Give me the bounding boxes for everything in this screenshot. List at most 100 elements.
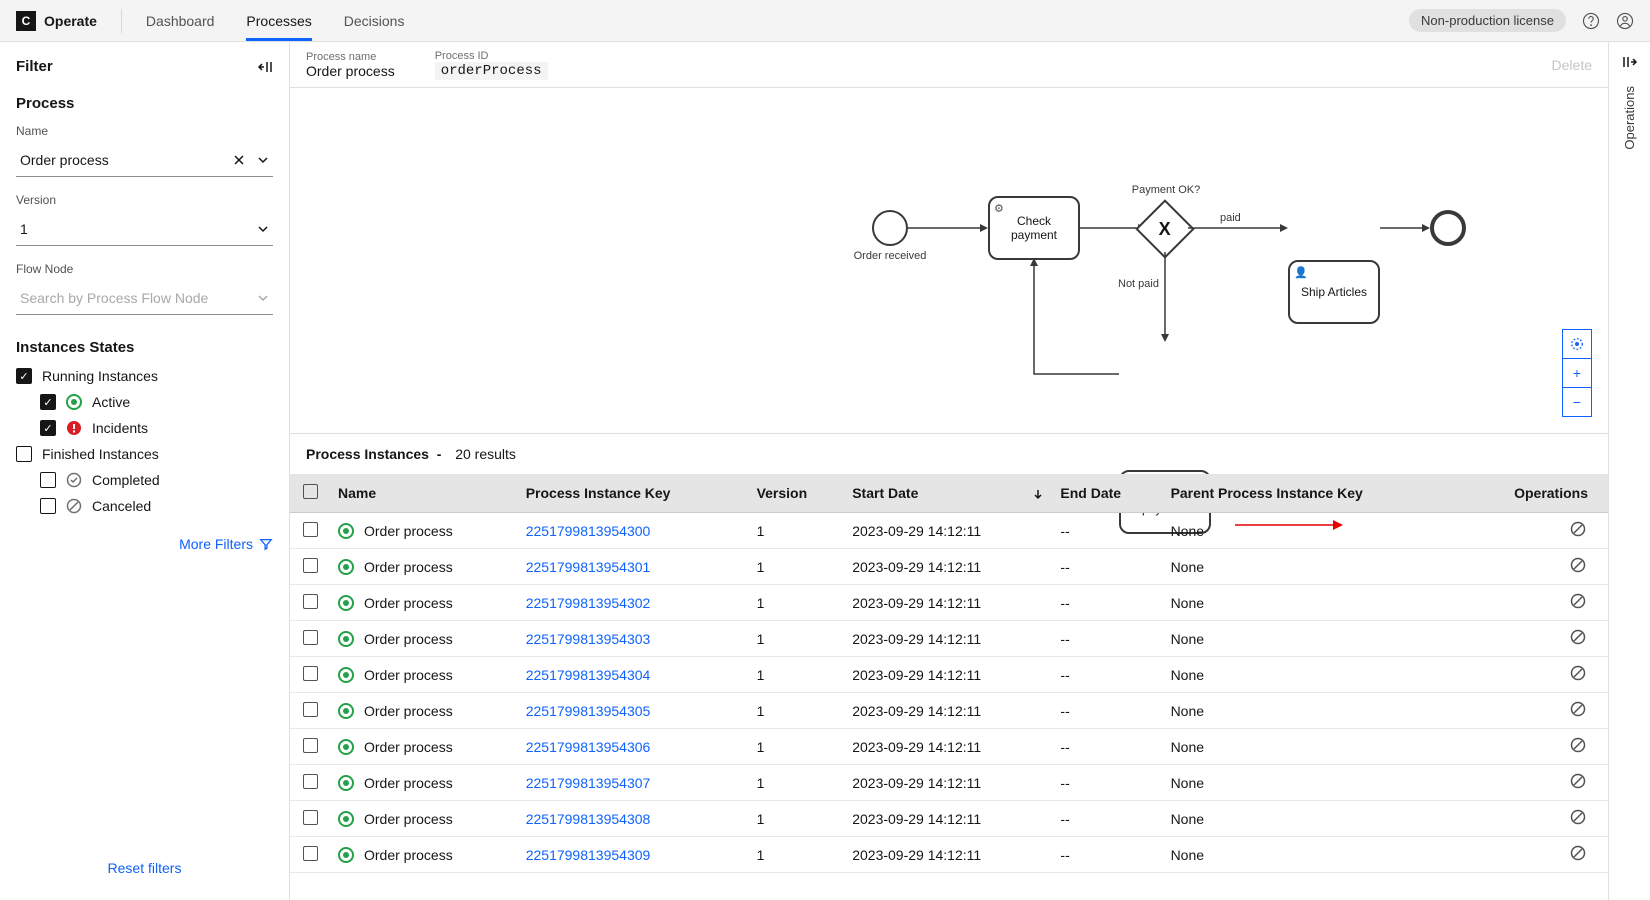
clear-icon[interactable] — [233, 154, 245, 166]
row-checkbox[interactable] — [290, 513, 330, 549]
canceled-checkbox[interactable]: Canceled — [40, 498, 273, 514]
nav-decisions[interactable]: Decisions — [344, 1, 405, 41]
filter-title: Filter — [16, 58, 53, 75]
row-checkbox[interactable] — [290, 837, 330, 873]
cancel-instance-icon[interactable] — [1570, 737, 1586, 753]
row-key[interactable]: 2251799813954301 — [518, 549, 749, 585]
table-row[interactable]: Order process225179981395430312023-09-29… — [290, 621, 1608, 657]
row-end: -- — [1052, 549, 1162, 585]
process-section-title: Process — [16, 95, 273, 112]
cancel-instance-icon[interactable] — [1570, 629, 1586, 645]
bpmn-gateway[interactable]: X — [1135, 199, 1194, 258]
zoom-out-button[interactable]: − — [1562, 387, 1592, 417]
row-start: 2023-09-29 14:12:11 — [844, 729, 1052, 765]
col-version[interactable]: Version — [749, 474, 845, 513]
finished-instances-checkbox[interactable]: Finished Instances — [16, 446, 273, 462]
nav-processes[interactable]: Processes — [246, 1, 311, 41]
col-parent[interactable]: Parent Process Instance Key — [1163, 474, 1462, 513]
col-select-all[interactable] — [290, 474, 330, 513]
cancel-instance-icon[interactable] — [1570, 845, 1586, 861]
row-ops — [1462, 765, 1608, 801]
row-checkbox[interactable] — [290, 765, 330, 801]
delete-button[interactable]: Delete — [1552, 57, 1592, 73]
cancel-instance-icon[interactable] — [1570, 593, 1586, 609]
completed-checkbox[interactable]: Completed — [40, 472, 273, 488]
row-parent: None — [1163, 657, 1462, 693]
cancel-instance-icon[interactable] — [1570, 701, 1586, 717]
table-row[interactable]: Order process225179981395430912023-09-29… — [290, 837, 1608, 873]
bpmn-end-event[interactable] — [1430, 210, 1466, 246]
incidents-checkbox[interactable]: Incidents — [40, 420, 273, 436]
active-state-icon — [338, 523, 354, 539]
table-row[interactable]: Order process225179981395430512023-09-29… — [290, 693, 1608, 729]
row-parent: None — [1163, 549, 1462, 585]
instances-table: Name Process Instance Key Version Start … — [290, 474, 1608, 873]
row-name: Order process — [330, 585, 518, 621]
table-row[interactable]: Order process225179981395430012023-09-29… — [290, 513, 1608, 549]
row-key[interactable]: 2251799813954308 — [518, 801, 749, 837]
col-start[interactable]: Start Date — [844, 474, 1052, 513]
row-checkbox[interactable] — [290, 657, 330, 693]
zoom-in-button[interactable]: + — [1562, 358, 1592, 388]
bpmn-diagram[interactable]: Order received ⚙ Check payment X Payment… — [290, 88, 1608, 434]
flownode-field-label: Flow Node — [16, 262, 273, 276]
bpmn-start-event[interactable] — [872, 210, 908, 246]
process-name-select[interactable]: Order process — [16, 144, 273, 177]
row-key[interactable]: 2251799813954306 — [518, 729, 749, 765]
table-row[interactable]: Order process225179981395430812023-09-29… — [290, 801, 1608, 837]
row-checkbox[interactable] — [290, 729, 330, 765]
nav-dashboard[interactable]: Dashboard — [146, 1, 215, 41]
instances-table-wrap: Name Process Instance Key Version Start … — [290, 474, 1608, 900]
user-task-icon: 👤 — [1294, 266, 1308, 279]
license-badge: Non-production license — [1409, 9, 1566, 32]
row-checkbox[interactable] — [290, 801, 330, 837]
running-instances-checkbox[interactable]: Running Instances — [16, 368, 273, 384]
row-checkbox[interactable] — [290, 585, 330, 621]
col-name[interactable]: Name — [330, 474, 518, 513]
expand-panel-icon[interactable] — [1622, 54, 1638, 70]
row-key[interactable]: 2251799813954300 — [518, 513, 749, 549]
active-checkbox[interactable]: Active — [40, 394, 273, 410]
cancel-instance-icon[interactable] — [1570, 809, 1586, 825]
table-row[interactable]: Order process225179981395430112023-09-29… — [290, 549, 1608, 585]
active-state-icon — [338, 667, 354, 683]
row-name: Order process — [330, 837, 518, 873]
row-key[interactable]: 2251799813954302 — [518, 585, 749, 621]
row-key[interactable]: 2251799813954305 — [518, 693, 749, 729]
col-end[interactable]: End Date — [1052, 474, 1162, 513]
row-checkbox[interactable] — [290, 693, 330, 729]
table-row[interactable]: Order process225179981395430212023-09-29… — [290, 585, 1608, 621]
row-checkbox[interactable] — [290, 621, 330, 657]
row-ops — [1462, 549, 1608, 585]
operations-panel-label[interactable]: Operations — [1622, 86, 1637, 150]
collapse-panel-icon[interactable] — [257, 59, 273, 75]
row-key[interactable]: 2251799813954304 — [518, 657, 749, 693]
gateway-label: Payment OK? — [1128, 184, 1204, 196]
help-icon[interactable] — [1582, 12, 1600, 30]
bpmn-edge — [908, 222, 988, 234]
user-icon[interactable] — [1616, 12, 1634, 30]
active-state-icon — [338, 703, 354, 719]
col-key[interactable]: Process Instance Key — [518, 474, 749, 513]
col-ops[interactable]: Operations — [1462, 474, 1608, 513]
row-checkbox[interactable] — [290, 549, 330, 585]
row-ops — [1462, 837, 1608, 873]
table-row[interactable]: Order process225179981395430612023-09-29… — [290, 729, 1608, 765]
cancel-instance-icon[interactable] — [1570, 521, 1586, 537]
cancel-instance-icon[interactable] — [1570, 773, 1586, 789]
table-row[interactable]: Order process225179981395430412023-09-29… — [290, 657, 1608, 693]
bpmn-task-ship-articles[interactable]: 👤 Ship Articles — [1288, 260, 1380, 324]
finished-label: Finished Instances — [42, 446, 159, 462]
reset-filters-link[interactable]: Reset filters — [16, 860, 273, 876]
row-key[interactable]: 2251799813954307 — [518, 765, 749, 801]
row-key[interactable]: 2251799813954309 — [518, 837, 749, 873]
table-row[interactable]: Order process225179981395430712023-09-29… — [290, 765, 1608, 801]
cancel-instance-icon[interactable] — [1570, 557, 1586, 573]
flownode-select[interactable]: Search by Process Flow Node — [16, 282, 273, 315]
version-select[interactable]: 1 — [16, 213, 273, 246]
row-key[interactable]: 2251799813954303 — [518, 621, 749, 657]
more-filters-link[interactable]: More Filters — [16, 536, 273, 552]
bpmn-task-check-payment[interactable]: ⚙ Check payment — [988, 196, 1080, 260]
zoom-reset-button[interactable] — [1562, 329, 1592, 359]
cancel-instance-icon[interactable] — [1570, 665, 1586, 681]
